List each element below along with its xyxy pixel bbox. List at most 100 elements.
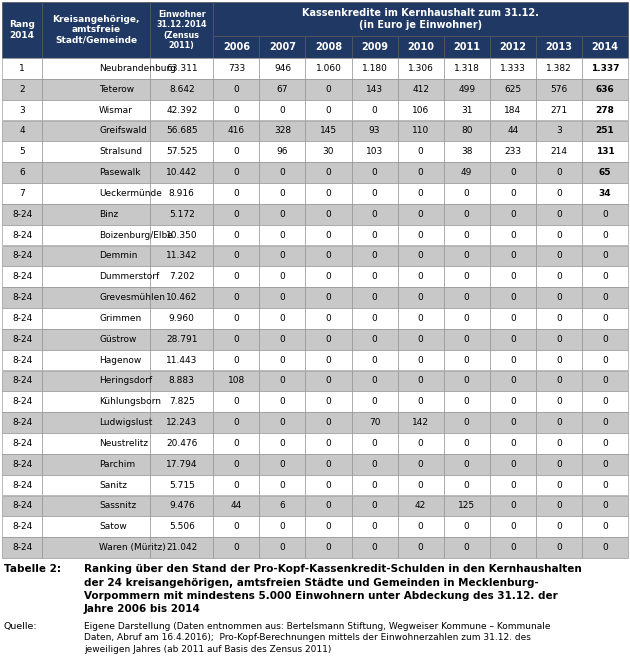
Text: 0: 0 [602, 252, 608, 260]
Bar [582, 391, 628, 412]
Bar [42, 329, 150, 350]
Bar [214, 495, 260, 516]
Bar [214, 58, 260, 79]
Bar [150, 329, 214, 350]
Text: 0: 0 [510, 168, 516, 177]
Bar [536, 121, 582, 142]
Text: 0: 0 [602, 356, 608, 364]
Text: 0: 0 [280, 105, 285, 115]
Bar [260, 58, 306, 79]
Bar [582, 308, 628, 329]
Bar [536, 370, 582, 391]
Text: 0: 0 [234, 105, 239, 115]
Bar [306, 121, 352, 142]
Bar [42, 308, 150, 329]
Bar [582, 370, 628, 391]
Text: 8-24: 8-24 [12, 522, 32, 531]
Text: 0: 0 [556, 272, 562, 281]
Text: 125: 125 [458, 501, 475, 511]
Text: 499: 499 [458, 85, 475, 94]
Bar [582, 454, 628, 474]
Bar [260, 121, 306, 142]
Text: Ludwigslust: Ludwigslust [99, 418, 152, 427]
Text: 0: 0 [234, 210, 239, 219]
Bar [150, 537, 214, 558]
Bar [536, 246, 582, 266]
Text: Vorpommern mit mindestens 5.000 Einwohnern unter Abdeckung des 31.12. der: Vorpommern mit mindestens 5.000 Einwohne… [84, 591, 558, 601]
Bar [352, 36, 398, 58]
Bar [260, 329, 306, 350]
Bar [42, 350, 150, 370]
Bar [42, 433, 150, 454]
Bar [150, 308, 214, 329]
Bar [352, 391, 398, 412]
Bar [150, 246, 214, 266]
Bar [352, 100, 398, 121]
Bar [444, 287, 490, 308]
Text: 0: 0 [510, 272, 516, 281]
Bar [306, 79, 352, 100]
Text: 0: 0 [372, 356, 377, 364]
Text: 28.791: 28.791 [166, 335, 198, 344]
Text: 5: 5 [19, 147, 25, 156]
Text: 0: 0 [602, 397, 608, 406]
Bar [306, 36, 352, 58]
Bar [490, 121, 536, 142]
Bar [306, 287, 352, 308]
Bar [352, 266, 398, 287]
Text: 0: 0 [280, 189, 285, 198]
Text: Teterow: Teterow [99, 85, 134, 94]
Text: 8-24: 8-24 [12, 356, 32, 364]
Text: 2012: 2012 [500, 42, 526, 52]
Bar [2, 225, 42, 246]
Bar [42, 391, 150, 412]
Text: Sassnitz: Sassnitz [99, 501, 137, 511]
Bar [444, 329, 490, 350]
Text: 3: 3 [556, 126, 562, 136]
Text: 0: 0 [464, 480, 469, 490]
Text: 8-24: 8-24 [12, 418, 32, 427]
Bar [2, 79, 42, 100]
Text: 0: 0 [372, 376, 377, 385]
Bar [306, 204, 352, 225]
Text: Sanitz: Sanitz [99, 480, 127, 490]
Text: 0: 0 [234, 335, 239, 344]
Bar [490, 225, 536, 246]
Text: 0: 0 [234, 543, 239, 552]
Text: 0: 0 [280, 439, 285, 448]
Text: Kühlungsborn: Kühlungsborn [99, 397, 161, 406]
Bar [582, 225, 628, 246]
Bar [398, 350, 444, 370]
Bar [398, 142, 444, 162]
Bar [398, 36, 444, 58]
Bar [42, 266, 150, 287]
Text: 31: 31 [461, 105, 472, 115]
Bar [490, 36, 536, 58]
Text: 9.476: 9.476 [169, 501, 195, 511]
Text: 0: 0 [234, 85, 239, 94]
Text: 0: 0 [602, 272, 608, 281]
Text: Wismar: Wismar [99, 105, 133, 115]
Bar [582, 58, 628, 79]
Bar [352, 204, 398, 225]
Text: 0: 0 [510, 335, 516, 344]
Text: 70: 70 [369, 418, 381, 427]
Bar [42, 79, 150, 100]
Text: Neustrelitz: Neustrelitz [99, 439, 148, 448]
Text: 0: 0 [602, 314, 608, 323]
Bar [352, 246, 398, 266]
Bar [490, 308, 536, 329]
Text: 7: 7 [19, 189, 25, 198]
Text: Ueckermünde: Ueckermünde [99, 189, 162, 198]
Bar [2, 516, 42, 537]
Text: 0: 0 [326, 314, 331, 323]
Bar [150, 370, 214, 391]
Bar [150, 516, 214, 537]
Text: 8-24: 8-24 [12, 480, 32, 490]
Bar [398, 474, 444, 495]
Bar [42, 412, 150, 433]
Text: 1: 1 [19, 64, 25, 73]
Text: 96: 96 [277, 147, 288, 156]
Bar [306, 266, 352, 287]
Text: Dummerstorf: Dummerstorf [99, 272, 159, 281]
